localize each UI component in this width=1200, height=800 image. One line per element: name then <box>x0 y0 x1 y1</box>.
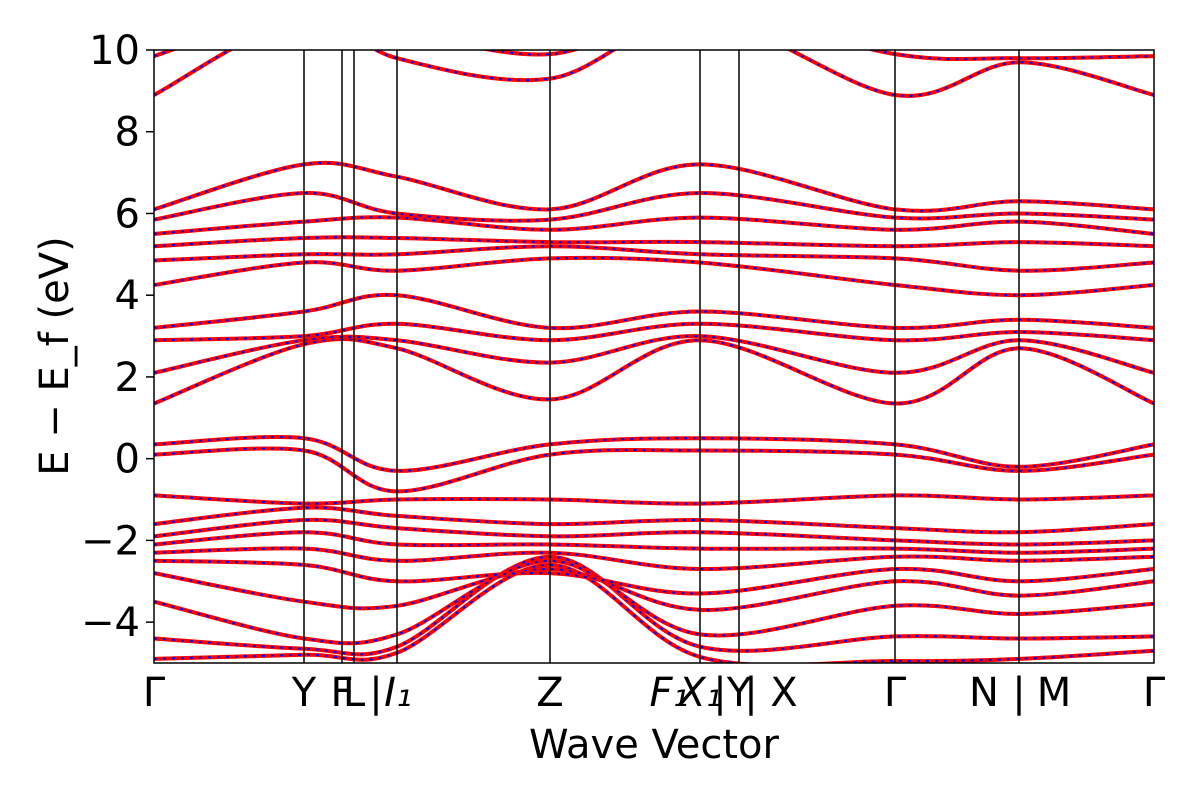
x-axis-label: Wave Vector <box>529 722 780 768</box>
band-line-dashed-8 <box>154 506 1154 534</box>
x-tick-label-17: Γ <box>1143 670 1166 716</box>
band-line-dashed-19 <box>154 216 1154 235</box>
band-line-5 <box>154 546 1154 572</box>
y-tick-label-5: 6 <box>115 191 140 237</box>
x-tick-label-12: X <box>770 670 797 716</box>
x-tick-label-0: Γ <box>143 670 166 716</box>
band-line-dashed-20 <box>154 191 1154 222</box>
band-line-21 <box>154 160 1154 213</box>
band-line-dashed-3 <box>154 567 1154 611</box>
band-line-dashed-13 <box>154 335 1154 374</box>
y-axis-label: E − E_f (eV) <box>32 236 78 475</box>
band-line-22 <box>154 50 1154 98</box>
y-tick-label-4: 4 <box>115 273 140 319</box>
y-axis-ticks: −4 −2 0 2 4 6 8 10 <box>81 28 154 646</box>
x-tick-label-1: Y <box>291 670 317 716</box>
band-line-dashed-9 <box>154 494 1154 505</box>
x-tick-label-11: | <box>744 670 757 716</box>
y-tick-label-6: 8 <box>115 110 140 156</box>
band-line-dashed-15 <box>154 293 1154 330</box>
band-line-dashed-18 <box>154 236 1154 248</box>
x-tick-label-15: | <box>1012 670 1025 716</box>
x-tick-label-13: Γ <box>884 670 907 716</box>
plot-frame <box>153 49 1155 664</box>
x-tick-label-5: I₁ <box>384 670 412 716</box>
band-line-10 <box>154 446 1154 494</box>
x-tick-label-4: | <box>369 670 382 716</box>
band-line-dashed-2 <box>154 559 1154 645</box>
band-line-dashed-11 <box>154 436 1154 472</box>
band-line-dashed-6 <box>154 531 1154 554</box>
x-tick-label-2: F <box>330 670 353 716</box>
x-tick-label-10: Y <box>726 670 752 716</box>
band-line-dashed-0 <box>154 563 1154 663</box>
x-tick-label-6: Z <box>536 670 563 716</box>
y-tick-label-7: 10 <box>89 28 140 74</box>
y-tick-label-1: −2 <box>81 518 140 564</box>
band-line-dashed-17 <box>154 245 1154 272</box>
band-line-dashed-16 <box>154 256 1154 297</box>
x-tick-label-8: X₁ <box>676 670 721 716</box>
band-line-23 <box>154 50 1154 62</box>
x-tick-label-16: M <box>1037 670 1072 716</box>
band-line-dashed-1 <box>154 555 1154 656</box>
y-tick-label-2: 0 <box>115 437 140 483</box>
x-tick-label-9: | <box>713 670 726 716</box>
high-symmetry-lines <box>303 50 1020 663</box>
band-line-dashed-14 <box>154 322 1154 342</box>
x-tick-label-14: N <box>969 670 999 716</box>
band-line-dashed-7 <box>154 518 1154 546</box>
y-tick-label-3: 2 <box>115 355 140 401</box>
band-lines <box>154 50 1154 663</box>
band-line-dashed-12 <box>154 338 1154 405</box>
band-line-dashed-4 <box>154 559 1154 595</box>
x-tick-label-3: L <box>343 670 366 716</box>
x-tick-label-7: F₁ <box>649 670 688 716</box>
y-tick-label-0: −4 <box>81 600 140 646</box>
